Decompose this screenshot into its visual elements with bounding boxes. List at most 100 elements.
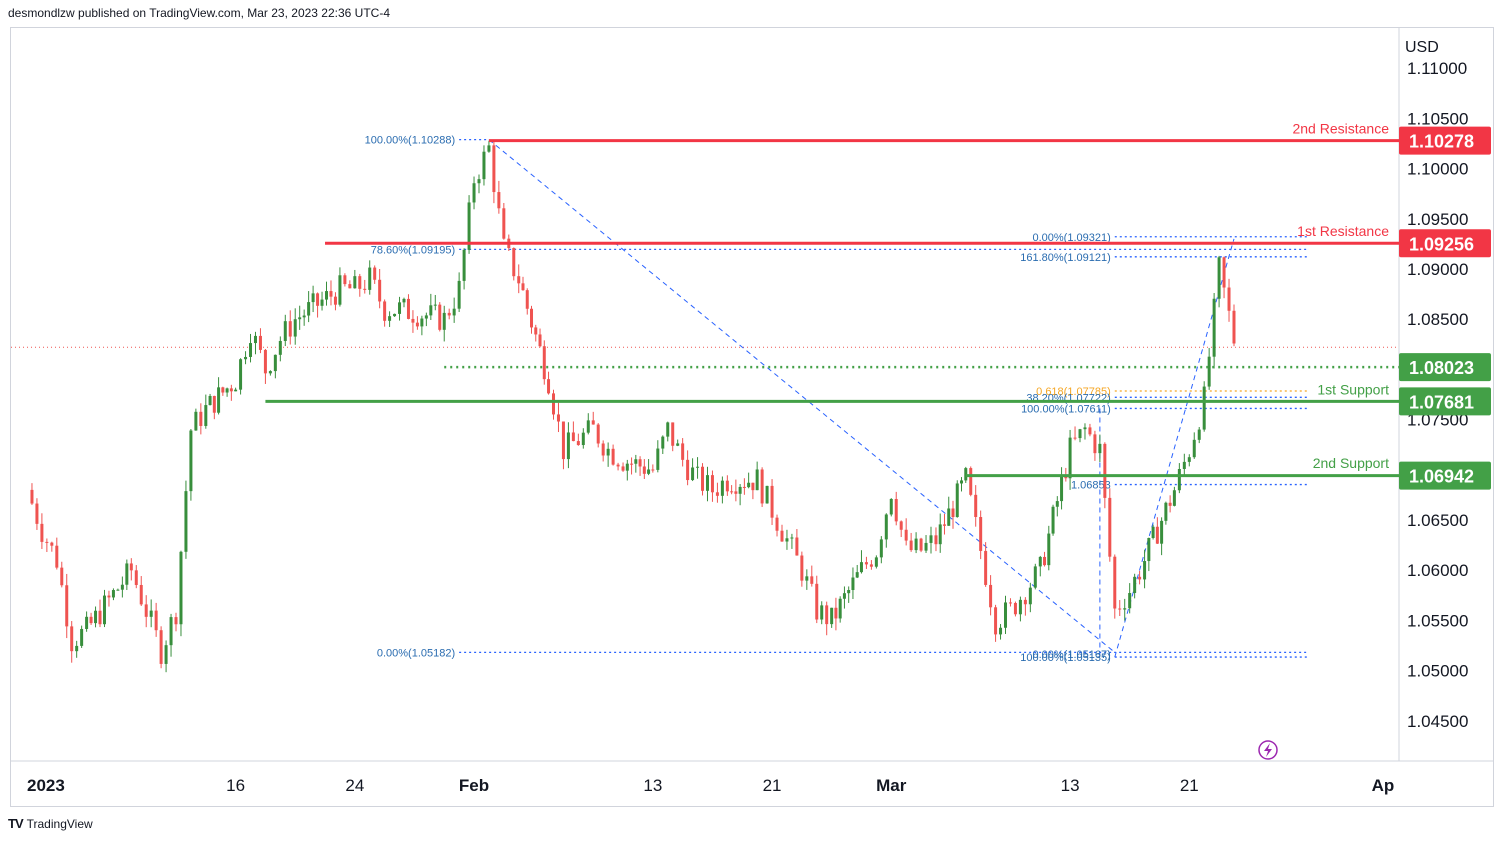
- candle-body: [373, 267, 377, 280]
- candle-body: [45, 541, 49, 543]
- candle-body: [1160, 520, 1164, 544]
- candle-body: [225, 388, 229, 393]
- candle-body: [378, 279, 382, 302]
- candle-body: [212, 395, 216, 413]
- candle-body: [734, 491, 738, 494]
- candle-body: [278, 340, 282, 355]
- candle-body: [760, 469, 764, 504]
- y-tick-label: 1.10500: [1407, 109, 1468, 128]
- candle-body: [154, 610, 158, 631]
- candle-body: [107, 595, 111, 598]
- fib-label: 0.00%(1.05182): [377, 647, 455, 659]
- candle-body: [534, 327, 538, 335]
- fib-label: 1.06853: [1071, 480, 1111, 492]
- candle-body: [1028, 587, 1032, 605]
- y-tick-label: 1.09500: [1407, 210, 1468, 229]
- candle-body: [1207, 356, 1211, 387]
- candle-body: [525, 290, 529, 309]
- candle-body: [530, 308, 534, 328]
- candle-body: [666, 422, 670, 437]
- candle-body: [1047, 533, 1051, 566]
- candle-body: [411, 318, 415, 323]
- candle-body: [217, 387, 221, 413]
- candle-body: [159, 630, 163, 664]
- candle-body: [994, 607, 998, 635]
- candle-body: [938, 524, 942, 545]
- candle-body: [316, 293, 320, 306]
- candle-body: [521, 283, 525, 291]
- candle-body: [1187, 457, 1191, 462]
- candle-body: [1098, 443, 1102, 454]
- candles-group: [30, 140, 1236, 673]
- fib-label: 100.00%(1.10288): [365, 135, 456, 147]
- level-name-label: 1st Support: [1317, 382, 1389, 398]
- candle-body: [730, 491, 734, 493]
- brand-label[interactable]: TradingView: [26, 816, 93, 831]
- level-name-label: 2nd Support: [1313, 455, 1389, 471]
- candle-body: [705, 475, 709, 491]
- candle-body: [239, 359, 243, 390]
- candle-body: [1164, 502, 1168, 521]
- candle-body: [60, 567, 64, 586]
- y-tick-label: 1.09000: [1407, 260, 1468, 279]
- level-price-badge: [1399, 229, 1491, 258]
- candle-body: [363, 288, 367, 290]
- level-price-label: 1.10278: [1409, 132, 1474, 152]
- candle-body: [904, 529, 908, 541]
- candle-body: [1232, 310, 1236, 344]
- candle-body: [102, 595, 106, 625]
- candle-body: [429, 305, 433, 316]
- candle-body: [320, 299, 324, 306]
- candle-body: [348, 284, 352, 289]
- candle-body: [442, 312, 446, 330]
- candle-body: [561, 421, 565, 460]
- candle-body: [542, 346, 546, 380]
- candle-body: [1038, 556, 1042, 567]
- candle-body: [1013, 602, 1017, 615]
- level-name-label: 1st Resistance: [1297, 223, 1389, 239]
- level-name-label: 2nd Resistance: [1292, 120, 1389, 136]
- candle-body: [785, 538, 789, 542]
- candle-body: [889, 498, 893, 515]
- candle-body: [725, 480, 729, 492]
- y-tick-label: 1.05000: [1407, 662, 1468, 681]
- candle-body: [960, 480, 964, 484]
- candle-body: [1151, 526, 1155, 538]
- candle-body: [681, 443, 685, 460]
- candle-body: [591, 420, 595, 425]
- candle-body: [1133, 576, 1137, 594]
- candle-body: [55, 545, 59, 568]
- candle-body: [1212, 298, 1216, 357]
- candle-body: [1008, 602, 1012, 604]
- candle-body: [1103, 443, 1107, 498]
- candle-body: [638, 459, 642, 467]
- x-tick-label: Feb: [459, 776, 489, 795]
- candle-body: [1051, 506, 1055, 534]
- candle-body: [438, 304, 442, 330]
- candle-body: [1202, 386, 1206, 430]
- level-price-label: 1.09256: [1409, 234, 1474, 254]
- candle-body: [94, 610, 98, 624]
- candle-body: [838, 598, 842, 619]
- chart-frame[interactable]: 1.11000 1.10500 1.10000 1.09500 1.09000 1.085…: [10, 27, 1494, 807]
- lightning-icon: [1258, 740, 1278, 760]
- candle-body: [894, 498, 898, 522]
- tradingview-logo-icon[interactable]: TV: [8, 816, 24, 831]
- candle-body: [338, 275, 342, 305]
- candle-body: [164, 645, 168, 664]
- candle-body: [547, 379, 551, 394]
- y-tick-label: 1.05500: [1407, 611, 1468, 630]
- candle-body: [169, 617, 173, 646]
- candle-body: [616, 464, 620, 467]
- candle-body: [795, 537, 799, 556]
- candle-body: [50, 542, 54, 546]
- publisher-line: desmondlzw published on TradingView.com,…: [8, 6, 390, 20]
- candle-body: [221, 387, 225, 393]
- candle-body: [343, 275, 347, 285]
- fib-label: 100.00%(1.05135): [1020, 652, 1111, 664]
- candle-body: [775, 517, 779, 531]
- candle-body: [720, 480, 724, 496]
- candle-body: [825, 605, 829, 625]
- candle-body: [1123, 608, 1127, 610]
- price-chart[interactable]: 1.11000 1.10500 1.10000 1.09500 1.09000 1.085…: [11, 28, 1493, 806]
